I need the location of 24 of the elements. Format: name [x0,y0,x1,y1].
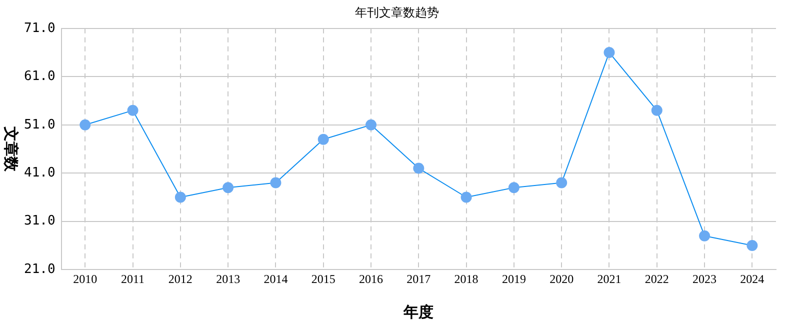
x-tick-label: 2011 [120,272,145,286]
x-tick-label: 2020 [550,272,574,286]
x-tick-label: 2016 [359,272,384,286]
x-tick-label: 2014 [264,272,288,286]
chart-title: 年刊文章数趋势 [355,5,439,20]
y-tick-label: 51.0 [24,117,56,132]
y-axis-title: 文章数 [2,126,20,172]
y-tick-label: 61.0 [24,69,56,84]
x-tick-label: 2023 [692,272,717,286]
x-tick-label: 2021 [597,272,622,286]
y-tick-label: 41.0 [24,165,56,180]
y-tick-label: 31.0 [24,214,56,229]
x-tick-label: 2022 [644,272,669,286]
x-tick-label: 2013 [216,272,240,286]
x-tick-label: 2010 [73,272,98,286]
x-tick-label: 2015 [311,272,336,286]
x-tick-label: 2018 [454,272,478,286]
y-tick-label: 21.0 [24,262,56,277]
x-tick-label: 2019 [502,272,526,286]
x-tick-label: 2017 [406,272,431,286]
x-tick-label: 2024 [740,272,764,286]
x-tick-label: 2012 [168,272,192,286]
x-axis-title: 年度 [402,302,434,321]
y-tick-label: 71.0 [24,20,56,36]
